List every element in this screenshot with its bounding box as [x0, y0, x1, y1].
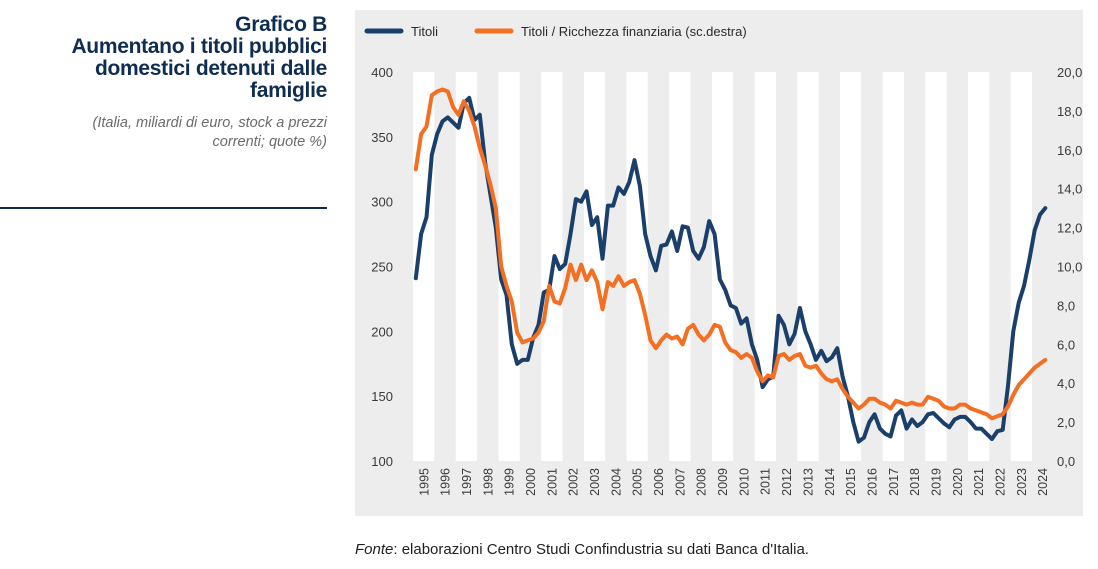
source-label: Fonte [355, 541, 394, 558]
x-tick-label: 2019 [930, 468, 944, 496]
x-tick-label: 2009 [716, 468, 730, 496]
y-left-tick-label: 200 [371, 324, 393, 339]
year-band [498, 72, 520, 461]
year-band [669, 72, 691, 461]
x-tick-label: 2020 [951, 468, 965, 496]
year-band [754, 72, 776, 461]
year-band [583, 72, 606, 461]
x-tick-label: 2005 [631, 468, 645, 496]
figure-title-line: famiglie [250, 79, 327, 102]
x-tick-label: 2018 [908, 468, 922, 496]
x-tick-label: 1999 [503, 468, 517, 496]
year-band [925, 72, 947, 461]
figure-title: Grafico B Aumentano i titoli pubblici do… [0, 14, 327, 102]
x-tick-label: 2012 [780, 468, 794, 496]
chart-panel: 100 150 200 250 300 350 400 0,0 2,0 4,0 6,0 8,0 10,0… [355, 10, 1083, 516]
series-line-ratio [413, 87, 1048, 421]
x-tick-label: 2022 [994, 468, 1008, 496]
series-line-titoli [413, 95, 1048, 444]
source-note: Fonte: elaborazioni Centro Studi Confind… [355, 541, 809, 558]
x-tick-label: 2024 [1036, 468, 1050, 496]
x-tick-label: 2008 [695, 468, 709, 496]
x-tick-label: 2010 [737, 468, 751, 496]
x-tick-label: 1995 [417, 468, 431, 496]
figure-title-line: domestici detenuti dalle [94, 57, 327, 80]
legend-item-titoli-label: Titoli [411, 24, 438, 39]
year-band [626, 72, 648, 461]
figure-subtitle: (Italia, miliardi di euro, stock a prezz… [0, 114, 328, 152]
x-tick-label: 1996 [439, 468, 453, 496]
y-right-tick-label: 6,0 [1057, 337, 1075, 352]
x-tick-label: 1997 [460, 468, 474, 496]
year-band [882, 72, 904, 461]
figure-subtitle-line: (Italia, miliardi di euro, stock a prezz… [92, 115, 328, 131]
y-right-tick-label: 2,0 [1057, 415, 1075, 430]
x-tick-label: 2011 [759, 468, 773, 495]
year-band [839, 72, 862, 461]
x-tick-label: 2002 [567, 468, 581, 496]
x-tick-label: 2021 [972, 468, 986, 496]
y-left-tick-label: 150 [371, 389, 393, 404]
y-right-tick-label: 0,0 [1057, 454, 1075, 469]
figure-subtitle-line: correnti; quote %) [212, 134, 327, 150]
y-right-tick-label: 12,0 [1057, 221, 1082, 236]
figure-title-line: Aumentano i titoli pubblici [71, 35, 327, 58]
y-right-tick-label: 18,0 [1057, 104, 1082, 119]
y-left-tick-label: 300 [371, 195, 393, 210]
y-left-tick-label: 100 [371, 454, 393, 469]
x-tick-label: 2003 [588, 468, 602, 496]
x-tick-label: 2004 [609, 468, 623, 496]
y-right-tick-label: 14,0 [1057, 182, 1082, 197]
y-right-tick-label: 10,0 [1057, 260, 1082, 275]
x-tick-label: 2017 [887, 468, 901, 496]
y-left-tick-label: 400 [371, 65, 393, 80]
year-band [797, 72, 819, 461]
y-right-tick-label: 16,0 [1057, 143, 1082, 158]
year-band [711, 72, 734, 461]
x-tick-label: 2016 [865, 468, 879, 496]
x-tick-label: 1998 [481, 468, 495, 496]
year-band [1010, 72, 1032, 461]
x-tick-label: 2023 [1015, 468, 1029, 496]
y-right-tick-label: 8,0 [1057, 298, 1075, 313]
line-chart: 100 150 200 250 300 350 400 0,0 2,0 4,0 6,0 8,0 10,0… [364, 24, 1082, 496]
figure-caption: Grafico B Aumentano i titoli pubblici do… [0, 14, 327, 152]
figure-title-line: Grafico B [235, 13, 327, 36]
caption-divider [0, 207, 327, 209]
year-band [455, 72, 478, 461]
x-tick-label: 2014 [823, 468, 837, 496]
x-tick-label: 2013 [801, 468, 815, 496]
x-tick-label: 2001 [545, 468, 559, 496]
y-left-tick-label: 250 [371, 260, 393, 275]
x-tick-label: 2000 [524, 468, 538, 496]
x-tick-label: 2015 [844, 468, 858, 496]
year-band [968, 72, 990, 461]
x-tick-label: 2006 [652, 468, 666, 496]
source-text: : elaborazioni Centro Studi Confindustri… [393, 541, 809, 558]
legend-item-ratio-label: Titoli / Ricchezza finanziaria (sc.destr… [521, 24, 747, 39]
x-tick-label: 2007 [673, 468, 687, 496]
y-right-tick-label: 20,0 [1057, 65, 1082, 80]
y-left-tick-label: 350 [371, 130, 393, 145]
y-right-tick-label: 4,0 [1057, 376, 1075, 391]
